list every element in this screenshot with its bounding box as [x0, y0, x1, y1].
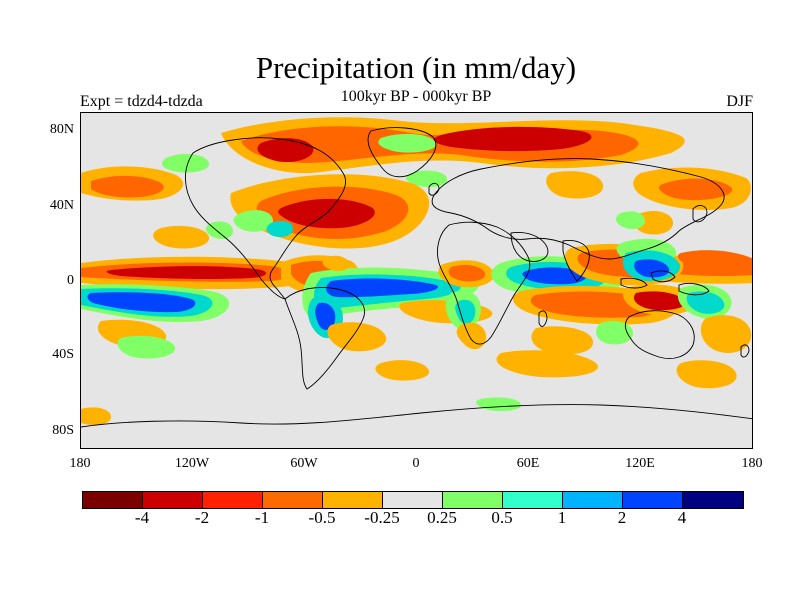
anomaly-patch [634, 211, 673, 235]
coastline [620, 277, 648, 289]
colorbar-swatch [503, 492, 563, 508]
colorbar-swatch [383, 492, 443, 508]
colorbar-label: -0.25 [364, 508, 400, 527]
anomaly-patch [161, 153, 210, 173]
map-canvas [81, 113, 752, 448]
colorbar-swatch [563, 492, 623, 508]
colorbar-label: 0.25 [427, 508, 457, 527]
colorbar-swatch [683, 492, 743, 508]
coastline [510, 232, 549, 262]
map-subtitle: 100kyr BP - 000kyr BP [340, 88, 492, 105]
coastline [284, 287, 365, 390]
lat-label-80s: 80S [52, 423, 74, 438]
colorbar-swatch [623, 492, 683, 508]
anomaly-patch [117, 335, 176, 359]
season-label: DJF [726, 93, 753, 110]
coastline [538, 310, 548, 327]
anomaly-patch [496, 350, 598, 378]
anomaly-patch [677, 250, 752, 272]
anomaly-patch [433, 126, 592, 152]
lat-label-40s: 40S [52, 347, 74, 362]
anomaly-patch [153, 225, 210, 249]
coastline [185, 137, 347, 300]
anomaly-patch [686, 291, 725, 314]
anomaly-patch [315, 302, 336, 330]
anomaly-patch [615, 211, 645, 229]
colorbar-label: 0.5 [491, 508, 513, 527]
colorbar-swatch [203, 492, 263, 508]
lon-label-60e: 60E [516, 456, 540, 471]
coastline [437, 221, 531, 345]
anomaly-fill-layer [81, 117, 752, 425]
anomaly-patch [455, 299, 476, 324]
colorbar-label: -0.5 [308, 508, 336, 527]
coastline [367, 127, 437, 178]
anomaly-patch [87, 292, 196, 313]
colorbar-label: -2 [194, 508, 210, 527]
anomaly-patch [322, 255, 349, 272]
colorbar-swatch [263, 492, 323, 508]
experiment-label: Expt = tdzd4-tdzda [80, 93, 203, 110]
precipitation-map [80, 112, 753, 449]
coastline [678, 282, 710, 296]
coastline [431, 158, 725, 260]
anomaly-patch [257, 138, 314, 163]
anomaly-patch [456, 322, 486, 350]
coastline [428, 182, 440, 196]
anomaly-patch [448, 265, 486, 282]
anomaly-patch [531, 326, 594, 355]
anomaly-patch [326, 278, 439, 298]
colorbar-label: -4 [134, 508, 150, 527]
anomaly-patch [634, 259, 670, 278]
colorbar-label: 1 [557, 508, 567, 527]
anomaly-patch [91, 175, 164, 198]
anomaly-patch [676, 360, 737, 389]
anomaly-patch [327, 322, 387, 352]
anomaly-patch [596, 321, 633, 345]
lon-label-180e: 180 [741, 456, 763, 471]
anomaly-patch [406, 170, 448, 187]
anomaly-patch [378, 133, 437, 153]
lat-label-40n: 40N [49, 198, 74, 213]
colorbar-swatch [443, 492, 503, 508]
anomaly-patch [205, 221, 233, 239]
coastline [740, 344, 750, 358]
colorbar-label: 4 [677, 508, 687, 527]
anomaly-patch [633, 291, 686, 311]
colorbar-label: 2 [617, 508, 627, 527]
anomaly-patch [233, 210, 273, 232]
anomaly-patch [658, 178, 733, 201]
anomaly-patch [81, 407, 111, 425]
coastline-layer [81, 127, 752, 428]
coastline [692, 205, 708, 223]
lon-label-60w: 60W [290, 456, 318, 471]
lat-label-0: 0 [67, 273, 74, 288]
colorbar-swatch [323, 492, 383, 508]
lon-label-120w: 120W [174, 456, 210, 471]
anomaly-patch [522, 267, 587, 285]
anomaly-patch [106, 266, 267, 280]
coastline [81, 404, 752, 428]
anomaly-patch [375, 360, 430, 381]
anomaly-patch [266, 221, 293, 237]
colorbar [82, 491, 744, 509]
lat-label-80n: 80N [49, 122, 74, 137]
lon-label-0: 0 [412, 456, 420, 471]
colorbar-label: -1 [254, 508, 270, 527]
lon-label-120e: 120E [625, 456, 655, 471]
colorbar-swatch [143, 492, 203, 508]
coastline [650, 270, 676, 283]
colorbar-swatch [83, 492, 143, 508]
coastline [562, 240, 590, 282]
lon-label-180w: 180 [69, 456, 91, 471]
anomaly-patch [700, 315, 752, 353]
coastline [624, 310, 695, 359]
anomaly-patch [546, 171, 604, 199]
map-title: Precipitation (in mm/day) [255, 50, 577, 85]
